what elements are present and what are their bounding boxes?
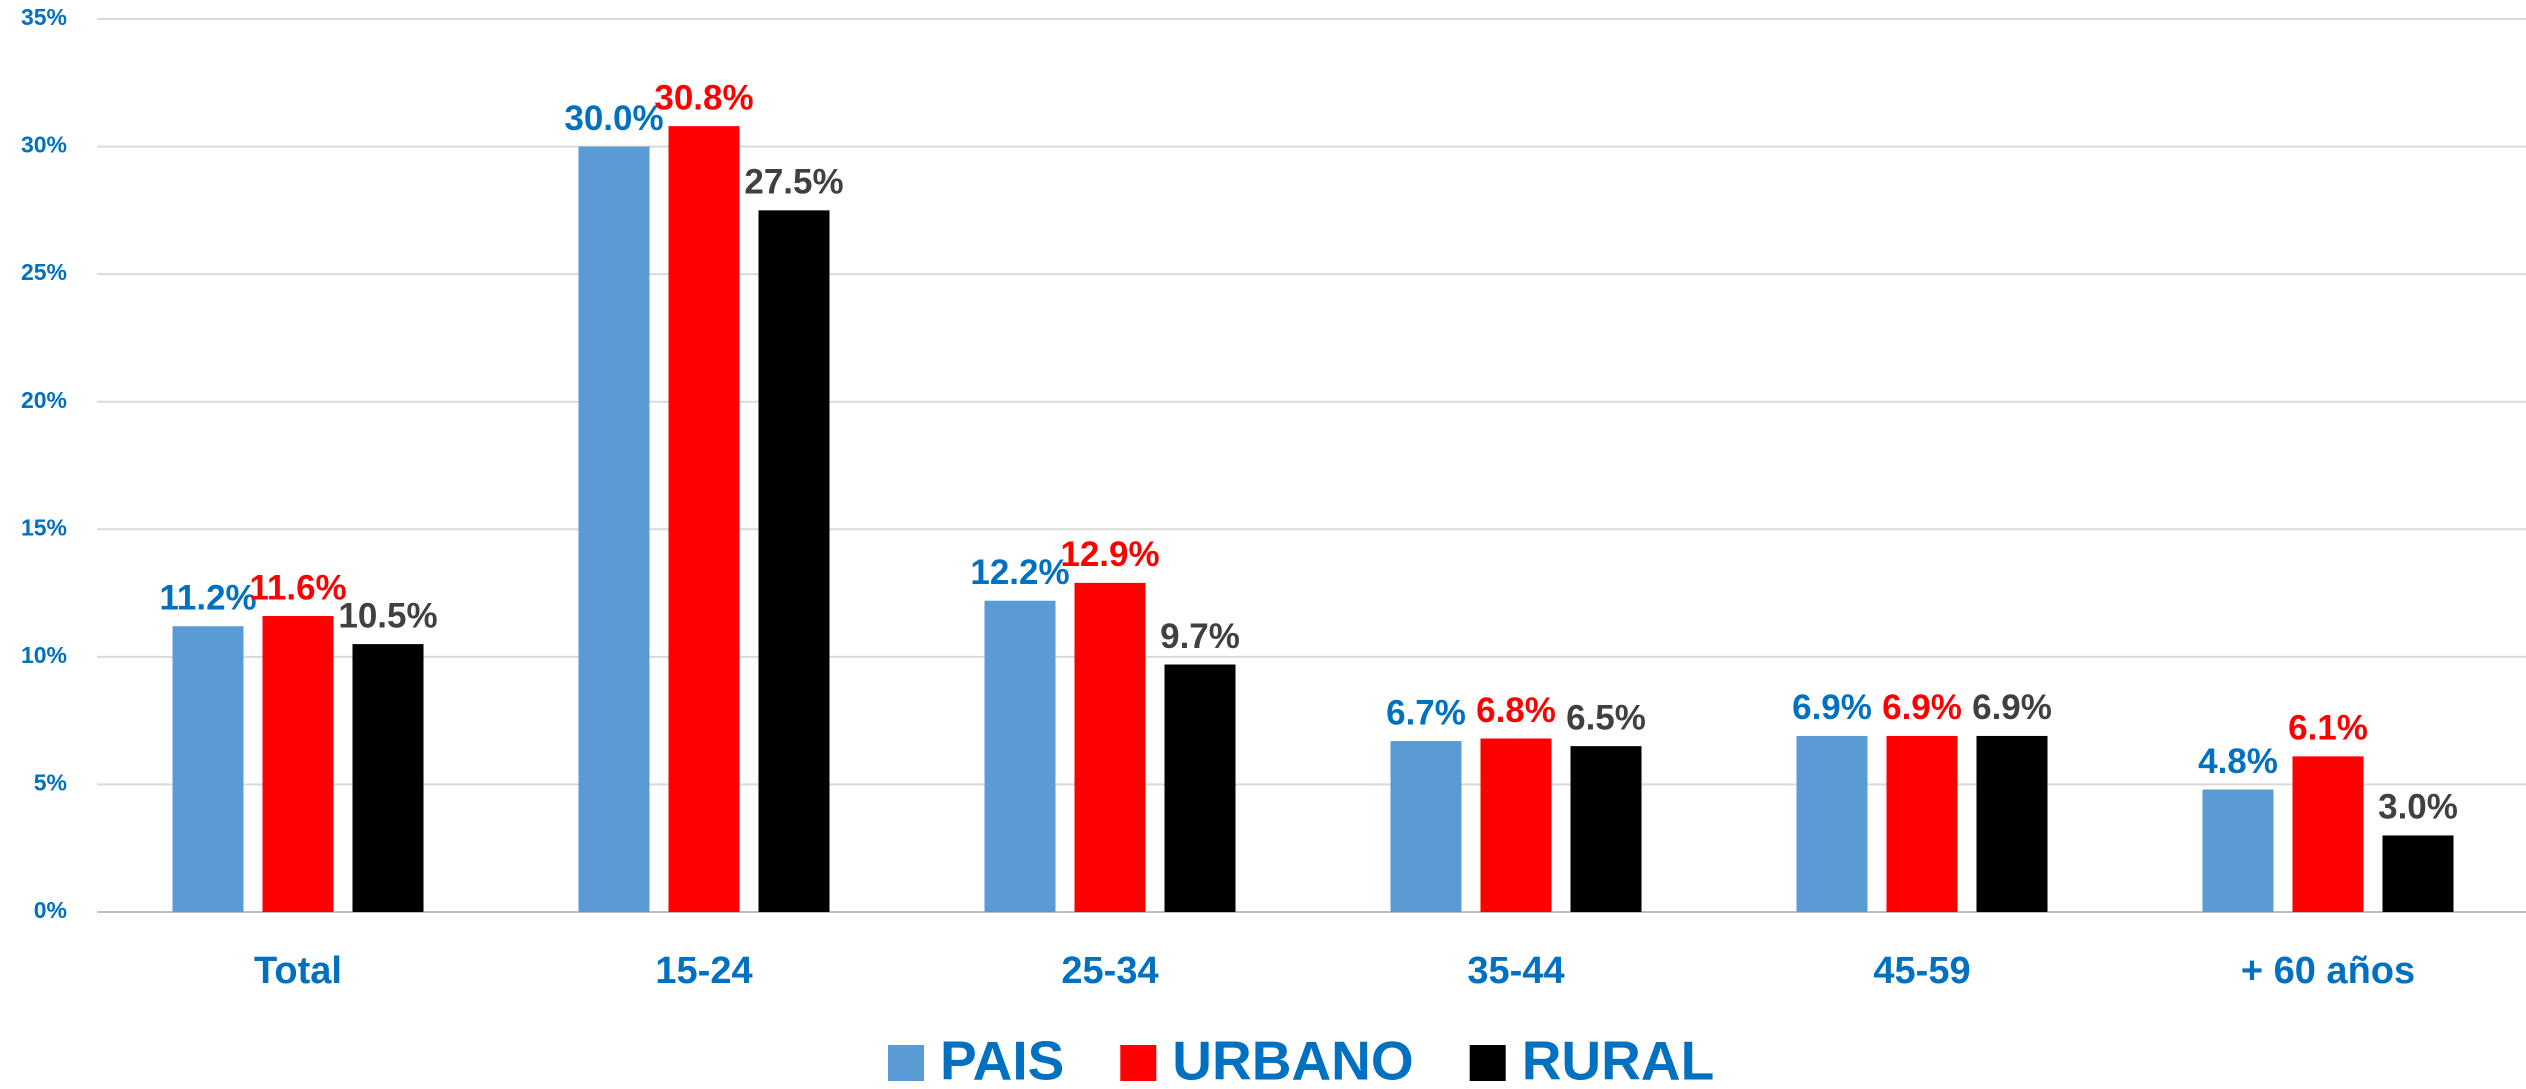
y-tick-label: 5% — [34, 770, 67, 796]
value-label: 6.5% — [1566, 698, 1646, 737]
value-label: 6.1% — [2288, 709, 2368, 748]
bar — [2202, 789, 2274, 912]
bar — [984, 600, 1056, 912]
x-tick-label: 25-34 — [1061, 950, 1158, 992]
value-label: 6.9% — [1882, 688, 1962, 727]
value-label: 6.7% — [1386, 693, 1466, 732]
bar — [1796, 735, 1868, 912]
value-label: 12.2% — [970, 553, 1069, 592]
value-label: 6.9% — [1792, 688, 1872, 727]
bar — [1164, 664, 1236, 912]
value-label: 9.7% — [1160, 617, 1240, 656]
value-label: 3.0% — [2378, 788, 2458, 827]
value-label: 30.8% — [654, 78, 753, 117]
y-tick-label: 10% — [21, 642, 67, 668]
bar — [2382, 835, 2454, 912]
value-label: 4.8% — [2198, 742, 2278, 781]
y-tick-label: 30% — [21, 132, 67, 158]
y-tick-label: 20% — [21, 387, 67, 413]
bar — [262, 616, 334, 912]
bar — [1074, 582, 1146, 912]
value-label: 11.2% — [159, 578, 256, 617]
y-tick-label: 0% — [34, 897, 67, 923]
y-tick-label: 35% — [21, 4, 67, 30]
bar — [2292, 756, 2364, 912]
y-tick-label: 25% — [21, 259, 67, 285]
bar — [1886, 735, 1958, 912]
bar — [578, 146, 650, 913]
value-label: 6.9% — [1972, 688, 2052, 727]
bar — [352, 644, 424, 912]
bar — [1480, 738, 1552, 912]
value-label: 12.9% — [1060, 535, 1159, 574]
bar — [1390, 741, 1462, 912]
bar — [172, 626, 244, 912]
x-tick-label: Total — [254, 950, 342, 992]
bar — [668, 126, 740, 912]
legend-swatch — [1469, 1045, 1506, 1081]
value-label: 10.5% — [338, 596, 437, 635]
legend-swatch — [888, 1045, 924, 1081]
legend-label: RURAL — [1522, 1030, 1714, 1089]
value-label: 6.8% — [1476, 691, 1556, 730]
y-tick-label: 15% — [21, 514, 67, 540]
bar — [1570, 746, 1642, 912]
bar — [1976, 735, 2048, 912]
bar — [758, 210, 830, 912]
x-tick-label: + 60 años — [2241, 950, 2415, 992]
x-tick-label: 15-24 — [655, 950, 752, 992]
legend-label: URBANO — [1172, 1030, 1413, 1089]
value-label: 11.6% — [249, 568, 346, 607]
value-label: 30.0% — [564, 99, 663, 138]
value-label: 27.5% — [744, 163, 843, 202]
x-tick-label: 45-59 — [1873, 950, 1970, 992]
legend-swatch — [1120, 1045, 1157, 1081]
legend-label: PAIS — [940, 1030, 1064, 1089]
x-tick-label: 35-44 — [1467, 950, 1564, 992]
